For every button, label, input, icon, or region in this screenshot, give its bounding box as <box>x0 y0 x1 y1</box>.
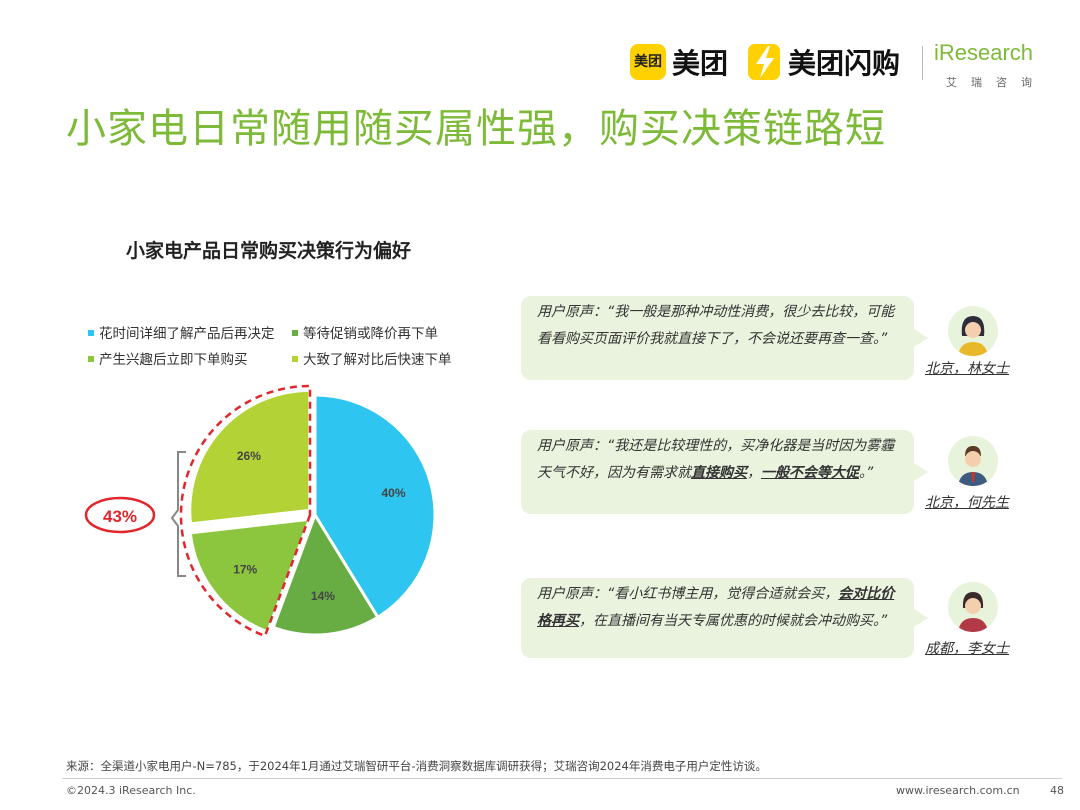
iresearch-logo: iResearch <box>934 40 1034 65</box>
quote-speaker: 北京，林女士 <box>925 361 1009 377</box>
legend-item: 大致了解对比后快速下单 <box>292 348 452 368</box>
user-quote-2: 用户原声：“我还是比较理性的，买净化器是当时因为雾霾天气不好，因为有需求就直接购… <box>521 430 928 514</box>
legend-swatch <box>292 356 298 362</box>
avatar-woman-icon <box>948 582 998 632</box>
website-link[interactable]: www.iresearch.com.cn <box>896 784 1020 797</box>
legend-swatch <box>292 330 298 336</box>
copyright: ©2024.3 iResearch Inc. <box>66 784 196 797</box>
source-note: 来源：全渠道小家电用户-N=785，于2024年1月通过艾瑞智研平台-消费洞察数… <box>66 759 767 773</box>
avatar-man-icon <box>948 436 998 486</box>
meituan-logo-badge: 美团 <box>630 44 666 80</box>
footer-divider <box>62 778 1062 779</box>
brace-bracket <box>170 451 186 577</box>
chart-title: 小家电产品日常购买决策行为偏好 <box>126 240 412 262</box>
quote-speaker: 成都，李女士 <box>925 641 1009 657</box>
avatar-woman-icon <box>948 306 998 356</box>
quote-text: 用户原声：“我一般是那种冲动性消费，很少去比较，可能看看购买页面评价我就直接下了… <box>537 304 895 347</box>
pie-slice <box>188 388 312 526</box>
quote-emphasis: 会对比价格再买 <box>537 586 895 629</box>
annotation-circle <box>84 496 156 534</box>
legend-label: 产生兴趣后立即下单购买 <box>99 352 248 368</box>
legend-swatch <box>88 356 94 362</box>
highlight-annotation: 43% <box>84 451 186 577</box>
slice-data-label: 17% <box>233 563 257 577</box>
legend-label: 等待促销或降价再下单 <box>303 326 438 342</box>
page-title: 小家电日常随用随买属性强，购买决策链路短 <box>66 106 886 152</box>
pie-slice <box>271 511 380 637</box>
quote-speaker: 北京，何先生 <box>925 495 1009 511</box>
legend-item: 产生兴趣后立即下单购买 <box>88 348 248 368</box>
quote-emphasis: 直接购买 <box>691 465 747 481</box>
legend-item: 等待促销或降价再下单 <box>292 322 438 342</box>
legend-swatch <box>88 330 94 336</box>
logo-divider <box>922 46 923 80</box>
meituan-shangou-logo-text: 美团闪购 <box>788 47 901 80</box>
legend-label: 花时间详细了解产品后再决定 <box>99 326 275 342</box>
page-number: 48 <box>1050 784 1064 797</box>
quote-emphasis: 一般不会等大促 <box>761 465 859 481</box>
lightning-bolt-icon <box>748 44 780 80</box>
pie-slice <box>188 517 312 634</box>
slice-data-label: 26% <box>237 449 261 463</box>
header-logos: 美团 美团 美团闪购 iResearch 艾瑞咨询 <box>630 40 1060 92</box>
slice-data-label: 14% <box>311 589 335 603</box>
quote-text: 用户原声：“看小红书博主用，觉得合适就会买，会对比价格再买，在直播间有当天专属优… <box>537 586 895 629</box>
annotation-value: 43% <box>103 507 137 526</box>
quote-text: 用户原声：“我还是比较理性的，买净化器是当时因为雾霾天气不好，因为有需求就直接购… <box>537 438 895 481</box>
user-quote-3: 用户原声：“看小红书博主用，觉得合适就会买，会对比价格再买，在直播间有当天专属优… <box>521 578 928 658</box>
user-quote-1: 用户原声：“我一般是那种冲动性消费，很少去比较，可能看看购买页面评价我就直接下了… <box>521 296 928 380</box>
iresearch-logo-cn: 艾瑞咨询 <box>946 76 1046 89</box>
legend-item: 花时间详细了解产品后再决定 <box>88 322 275 342</box>
meituan-logo-text: 美团 <box>672 47 729 80</box>
legend-label: 大致了解对比后快速下单 <box>303 352 452 368</box>
slice-data-label: 40% <box>382 486 406 500</box>
